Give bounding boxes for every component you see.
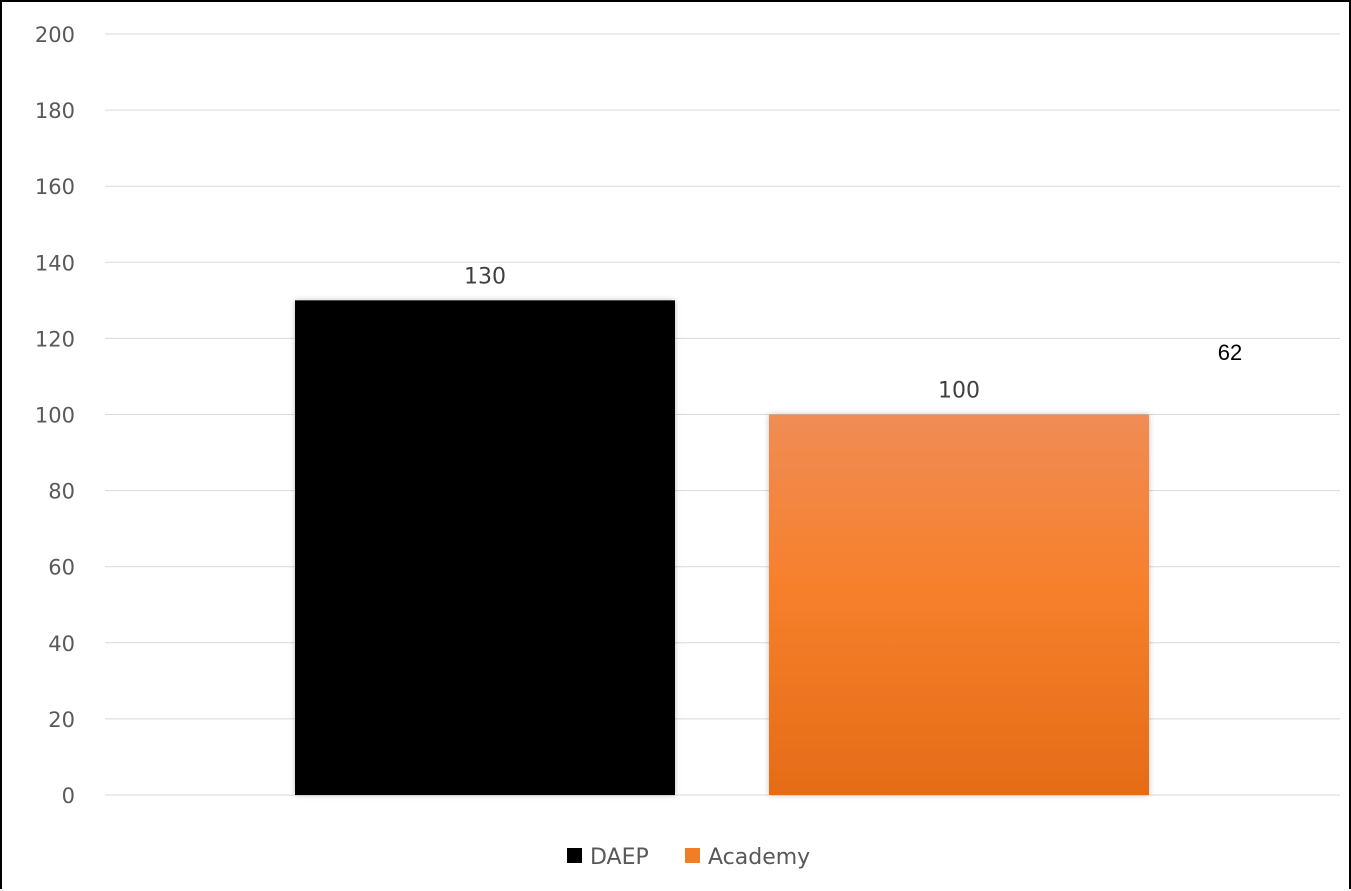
legend: DAEP Academy xyxy=(567,845,810,870)
y-tick-label: 40 xyxy=(48,632,75,656)
y-tick-label: 160 xyxy=(35,175,75,199)
y-axis-ticks: 0 20 40 60 80 100 120 140 160 180 200 xyxy=(35,23,75,808)
y-tick-label: 20 xyxy=(48,708,75,732)
gridlines xyxy=(105,33,1340,796)
data-label-daep: 130 xyxy=(464,264,506,289)
annotations: 62 xyxy=(1218,340,1242,365)
legend-swatch-academy xyxy=(685,848,700,863)
legend-label-academy: Academy xyxy=(708,845,810,870)
y-tick-label: 0 xyxy=(62,784,75,808)
annotation-text: 62 xyxy=(1218,340,1242,365)
bar-daep xyxy=(295,300,675,795)
data-labels: 130 100 xyxy=(464,264,980,403)
y-tick-label: 100 xyxy=(35,404,75,428)
y-tick-label: 80 xyxy=(48,480,75,504)
bar-academy xyxy=(769,414,1149,795)
y-tick-label: 140 xyxy=(35,251,75,275)
bars xyxy=(295,300,1149,795)
y-tick-label: 180 xyxy=(35,99,75,123)
legend-label-daep: DAEP xyxy=(590,845,649,870)
legend-swatch-daep xyxy=(567,848,582,863)
y-tick-label: 60 xyxy=(48,556,75,580)
y-tick-label: 120 xyxy=(35,327,75,351)
data-label-academy: 100 xyxy=(938,379,980,404)
y-tick-label: 200 xyxy=(35,23,75,47)
